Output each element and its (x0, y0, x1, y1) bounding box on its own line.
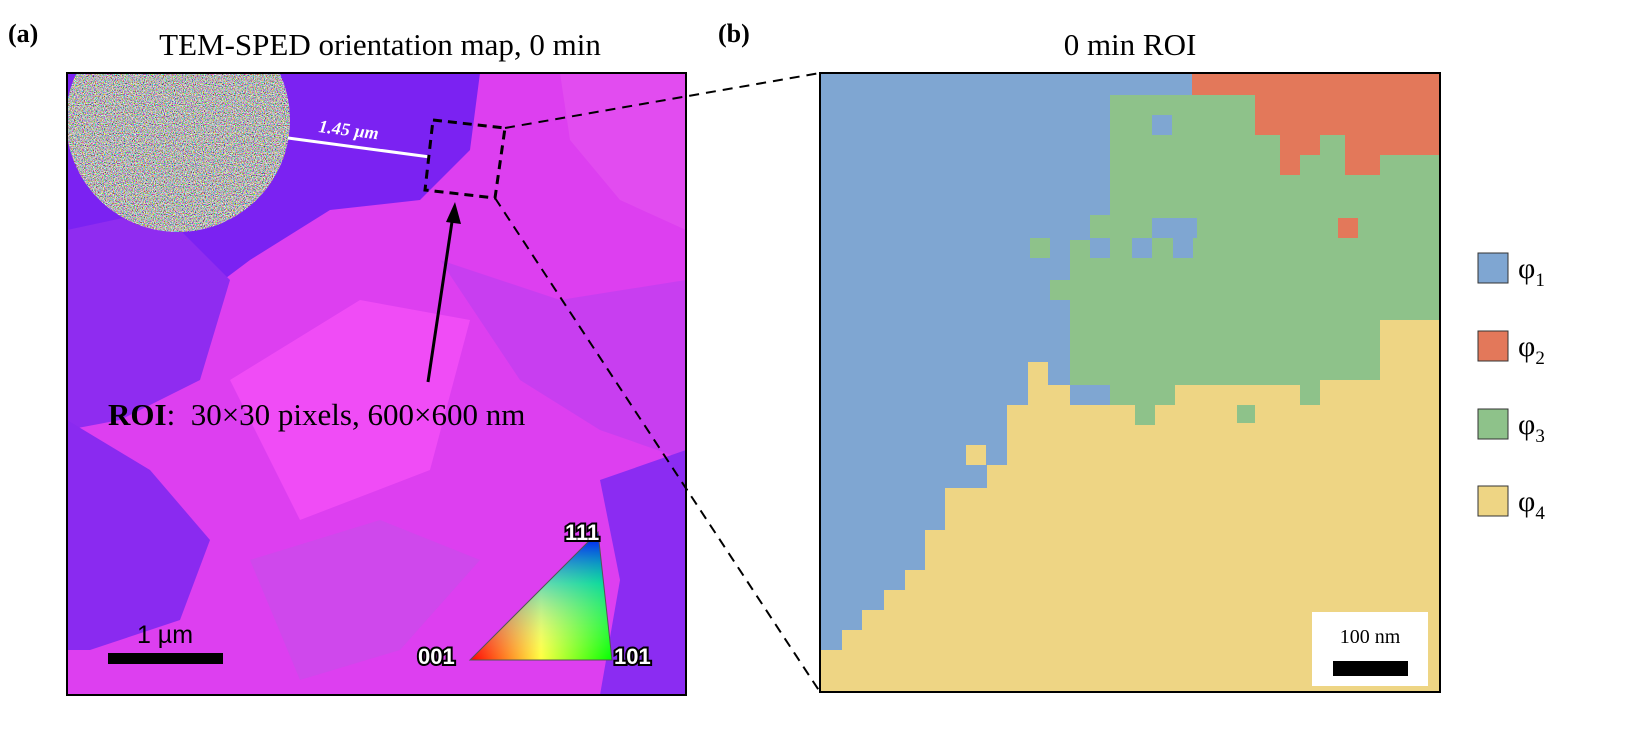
scale-label: 1 µm (137, 621, 193, 649)
phase-pixel (966, 445, 986, 465)
legend-label: φ3 (1518, 408, 1545, 447)
scale-label: 100 nm (1340, 626, 1401, 648)
phase-pixel (1030, 238, 1050, 258)
panel-tag: (b) (718, 19, 750, 48)
phase-pixel (1237, 405, 1255, 423)
scale-bar (108, 653, 223, 664)
legend-label: φ1 (1518, 252, 1545, 291)
legend-symbol: φ (1518, 408, 1535, 441)
panel-tag: (a) (8, 19, 38, 48)
scale-bar (1333, 661, 1408, 676)
zoom-line (504, 72, 821, 129)
phase-pixel (1152, 218, 1197, 238)
roi-text: : 30×30 pixels, 600×600 nm (167, 397, 526, 432)
phase-pixel (1152, 115, 1172, 135)
panel-title: TEM-SPED orientation map, 0 min (159, 27, 601, 62)
phase-pixel (1338, 218, 1358, 238)
phase-pixel (1132, 238, 1152, 258)
legend-swatch (1477, 330, 1509, 362)
legend-label: φ2 (1518, 330, 1545, 369)
legend-symbol: φ (1518, 485, 1535, 518)
legend-sub: 1 (1535, 270, 1545, 291)
legend-sub: 3 (1535, 426, 1545, 447)
arrow-head (446, 202, 461, 224)
panel-title: 0 min ROI (1064, 27, 1197, 62)
legend-sub: 4 (1535, 503, 1545, 524)
orientation-map (67, 73, 686, 695)
legend-symbol: φ (1518, 252, 1535, 285)
distance-line (287, 136, 431, 159)
phase-pixel (1173, 238, 1193, 258)
phase-map (820, 73, 1440, 692)
legend-swatch (1477, 485, 1509, 517)
legend-label: φ4 (1518, 485, 1545, 524)
phase-pixel (1090, 238, 1110, 258)
legend: φ1 φ2 φ3 φ4 (1477, 252, 1545, 524)
map-border (819, 72, 1441, 693)
roi-arrow (426, 214, 455, 383)
phase-region (1050, 95, 1440, 425)
legend-sub: 2 (1535, 348, 1545, 369)
ipf-label: 101 (614, 644, 651, 669)
legend-swatch (1477, 408, 1509, 440)
phase-region (820, 320, 1440, 692)
roi-label: ROI (108, 397, 167, 432)
legend-symbol: φ (1518, 330, 1535, 363)
zoom-line (494, 197, 821, 693)
legend-swatch (1477, 252, 1509, 284)
ipf-shade (470, 532, 612, 660)
roi-caption: ROI: 30×30 pixels, 600×600 nm (108, 397, 525, 432)
phase-region (1192, 73, 1440, 175)
map-border (66, 72, 687, 696)
ipf-label: 001 (418, 644, 455, 669)
ipf-outline (468, 530, 613, 661)
ipf-label: 111 (565, 520, 599, 545)
